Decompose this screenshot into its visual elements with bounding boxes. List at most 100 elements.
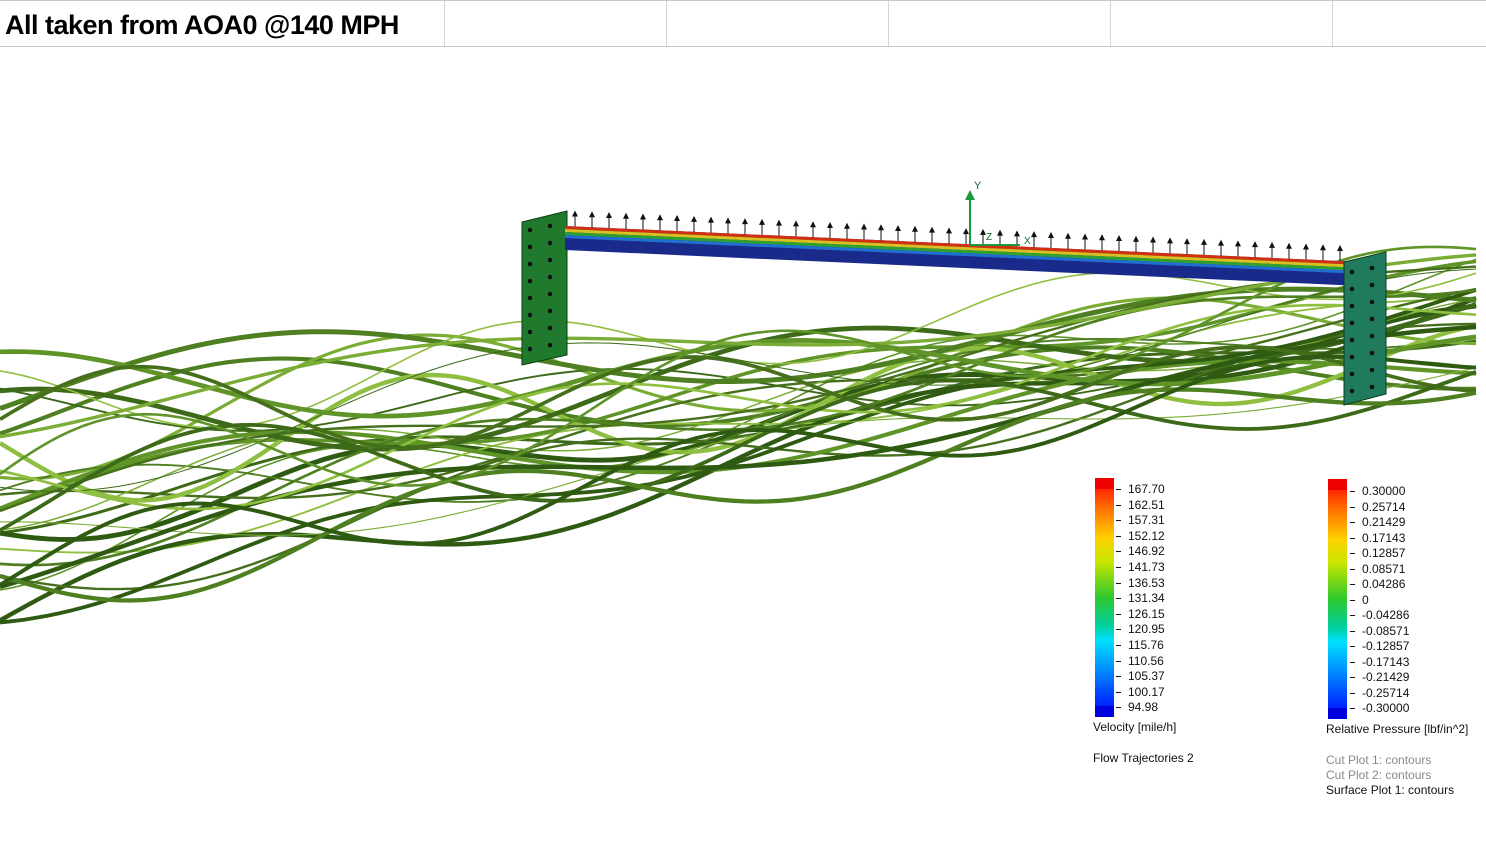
axis-x-label: X (1024, 236, 1031, 247)
legend-tick: 105.37 (1116, 669, 1165, 684)
grid-line (444, 0, 445, 47)
legend-tick: 0 (1350, 592, 1369, 607)
legend-tick: -0.30000 (1349, 701, 1410, 715)
arrow-head-icon (1201, 238, 1207, 245)
surface-arrow-icon (1369, 316, 1375, 322)
surface-arrow-icon (1349, 371, 1355, 377)
flow-trajectory (0, 287, 1477, 500)
arrow-head-icon (1337, 245, 1343, 252)
arrow-head-icon (742, 218, 748, 225)
arrow-head-icon (657, 214, 663, 221)
grid-line (666, 0, 667, 47)
legend-tick: -0.04286 (1349, 608, 1410, 622)
surface-arrow-icon (547, 257, 553, 263)
axis-y-label: Y (974, 180, 982, 192)
surface-arrow-icon (527, 261, 533, 267)
flow-trajectory (0, 245, 1477, 487)
pressure-legend-label: Relative Pressure [lbf/in^2] (1326, 722, 1469, 736)
velocity-color-bar (1095, 478, 1114, 717)
grid-line (1110, 0, 1111, 47)
legend-tick: 152.12 (1116, 528, 1165, 543)
velocity-legend-label: Velocity [mile/h] (1093, 720, 1177, 734)
bar-max-cap (1095, 478, 1114, 489)
arrow-head-icon (1286, 242, 1292, 249)
arrow-head-icon (946, 227, 952, 234)
legend-tick: -0.21429 (1349, 670, 1410, 684)
arrow-head-icon (878, 224, 884, 231)
flow-trajectory (0, 339, 1477, 535)
surface-arrow-icon (547, 223, 553, 229)
arrow-head-icon (963, 228, 969, 235)
surface-arrow-icon (1349, 388, 1355, 394)
arrow-head-icon (1167, 237, 1173, 244)
legend-tick: 0.25714 (1349, 499, 1406, 514)
arrow-head-icon (1184, 238, 1190, 245)
arrow-head-icon (912, 225, 918, 232)
legend-tick: 120.95 (1116, 622, 1165, 637)
flow-trajectory (0, 296, 1477, 554)
surface-arrow-icon (1369, 350, 1375, 356)
surface-arrow-icon (1349, 286, 1355, 292)
legend-tick: -0.08571 (1349, 623, 1410, 638)
surface-arrow-icon (547, 240, 553, 246)
arrow-head-icon (1133, 235, 1139, 242)
flow-trajectory (0, 354, 1477, 587)
legend-tick: 146.92 (1116, 544, 1165, 559)
arrow-head-icon (1116, 235, 1122, 242)
legend-tick: 110.56 (1116, 653, 1164, 668)
arrow-head-icon (623, 212, 629, 219)
grid-line (0, 46, 1486, 47)
legend-tick: 131.34 (1116, 591, 1165, 606)
arrow-head-icon (1269, 241, 1275, 248)
surface-arrow-icon (527, 278, 533, 284)
arrow-head-icon (1150, 236, 1156, 243)
flow-trajectory (0, 259, 1477, 512)
arrow-head-icon (691, 215, 697, 222)
arrow-head-icon (1082, 233, 1088, 240)
surface-arrow-icon (547, 308, 553, 314)
arrow-head-icon (759, 218, 765, 225)
surface-arrow-icon (1349, 320, 1355, 326)
surface-arrow-icon (1369, 367, 1375, 373)
flow-trajectory (0, 323, 1477, 503)
pressure-color-bar (1328, 479, 1347, 719)
legend-tick: 94.98 (1115, 700, 1159, 715)
legend-tick: 0.17143 (1349, 530, 1406, 545)
arrow-head-icon (844, 222, 850, 229)
arrow-head-icon (1235, 240, 1241, 247)
arrow-head-icon (1099, 234, 1105, 241)
surface-arrow-icon (1369, 282, 1375, 288)
bar-min-cap (1095, 706, 1114, 717)
flow-trajectory (0, 345, 1477, 450)
arrow-head-icon (1048, 231, 1054, 238)
flow-trajectory (0, 298, 1477, 531)
arrow-head-icon (776, 219, 782, 226)
flow-trajectory (0, 336, 1477, 503)
arrow-head-icon (997, 229, 1003, 236)
legend-tick: 100.17 (1116, 684, 1165, 699)
grid-line (0, 0, 1486, 1)
plot-list-item: Cut Plot 1: contours (1326, 753, 1432, 767)
legend-tick: 162.51 (1116, 497, 1165, 512)
legend-tick: 141.73 (1116, 560, 1165, 574)
flow-trajectory (0, 253, 1477, 439)
surface-arrow-icon (1369, 384, 1375, 390)
surface-arrow-icon (527, 312, 533, 318)
arrow-head-icon (1303, 243, 1309, 250)
arrow-head-icon (725, 217, 731, 224)
arrow-head-icon (606, 211, 612, 218)
left-endplate (521, 210, 568, 366)
legend-tick: 0.04286 (1349, 577, 1406, 591)
arrow-head-icon (1031, 231, 1037, 238)
legend-tick: -0.17143 (1349, 654, 1410, 669)
arrow-head-icon (895, 225, 901, 232)
flow-trajectory (0, 268, 1477, 492)
surface-arrow-icon (1349, 337, 1355, 343)
wing-top-yellow (565, 229, 1362, 268)
surface-arrow-icon (1369, 265, 1375, 271)
legend-tick: 0.12857 (1349, 546, 1406, 560)
arrow-head-icon (708, 216, 714, 223)
endplate-arrows (527, 223, 1375, 394)
